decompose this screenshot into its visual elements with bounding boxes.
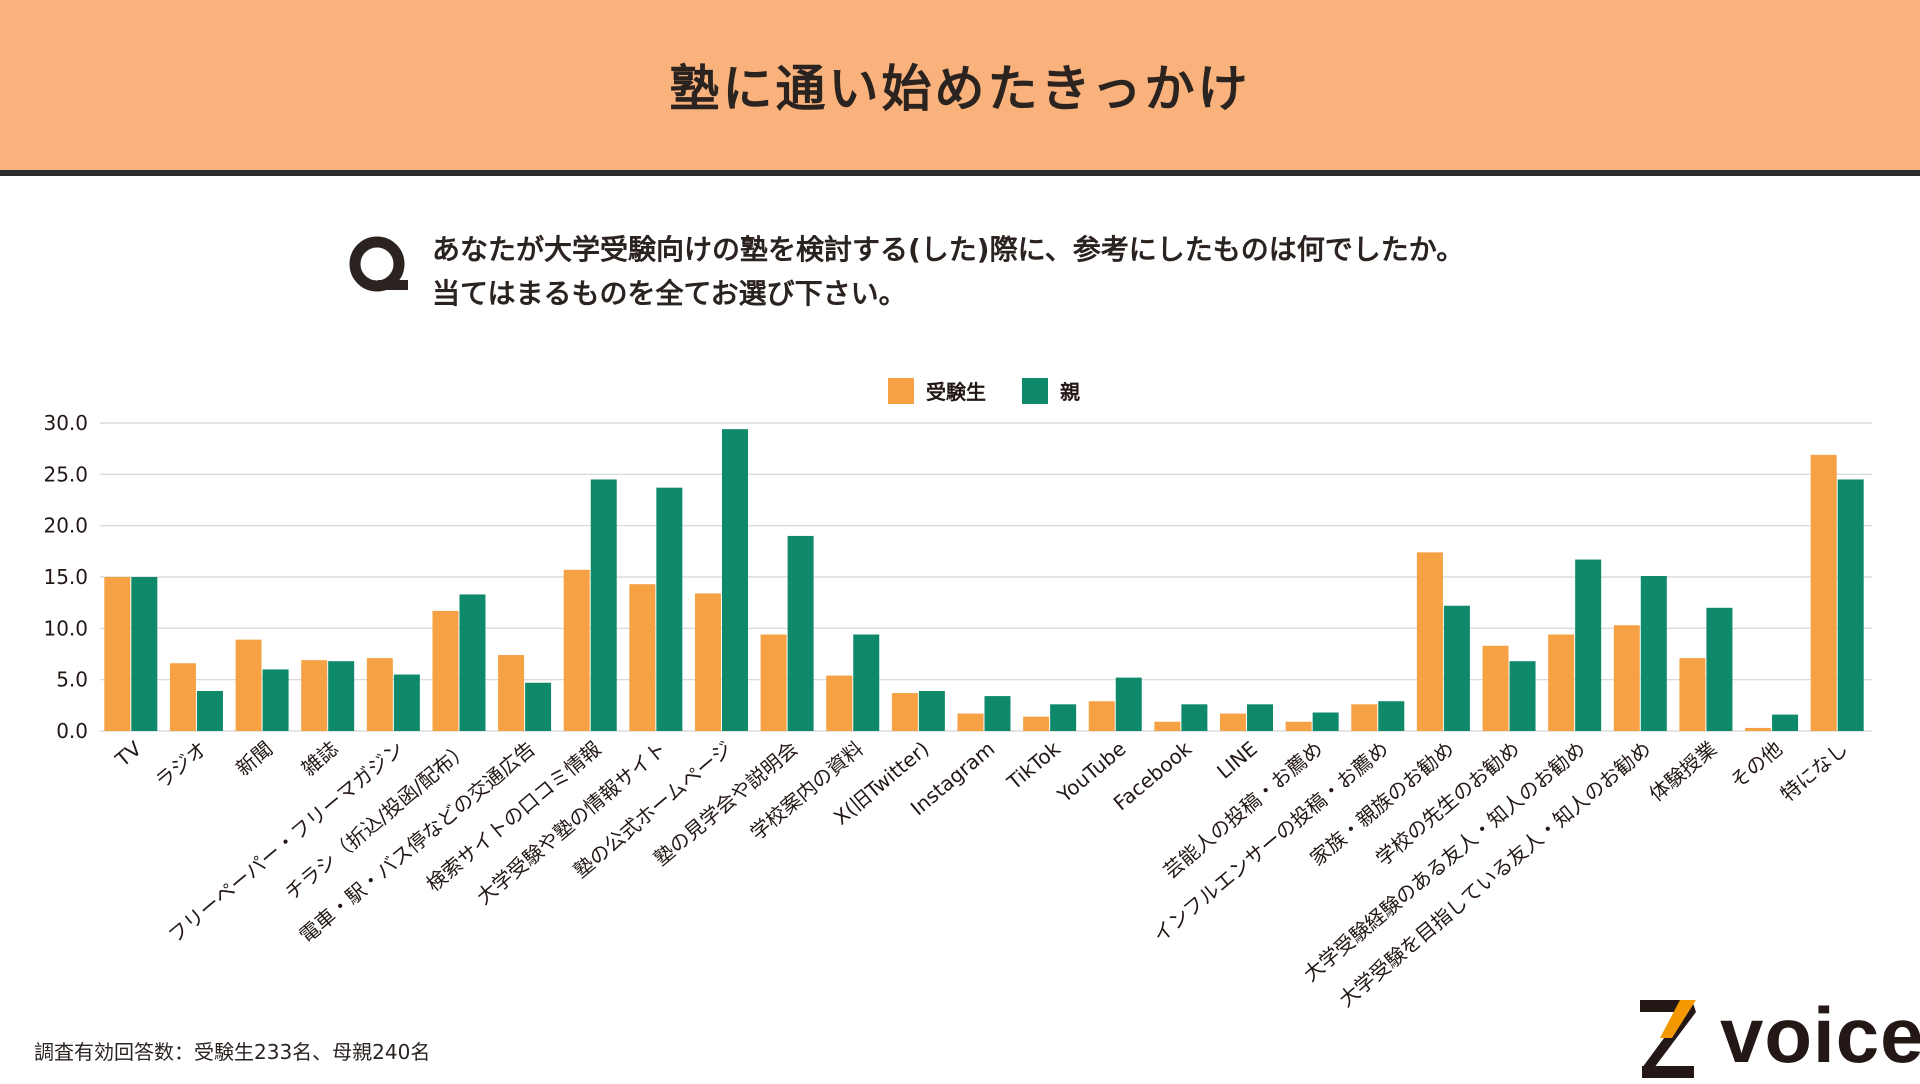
logo-text: voice <box>1720 991 1920 1079</box>
legend-swatch-parent <box>1022 378 1048 404</box>
bar-parent <box>262 669 289 731</box>
bar-student <box>826 675 853 731</box>
bar-student <box>1548 634 1575 731</box>
bar-parent <box>1837 479 1864 731</box>
bar-student <box>104 577 131 731</box>
y-tick-label: 15.0 <box>43 565 88 589</box>
bar-parent <box>1509 661 1536 731</box>
bar-parent <box>131 577 158 731</box>
bar-parent <box>525 682 552 731</box>
bar-student <box>1482 645 1509 731</box>
bar-parent <box>984 696 1011 731</box>
y-tick-label: 30.0 <box>43 411 88 435</box>
question-text: あなたが大学受験向けの塾を検討する(した)際に、参考にしたものは何でしたか。 当… <box>432 228 1464 316</box>
legend-label-parent: 親 <box>1060 380 1080 404</box>
x-tick-label: その他 <box>1725 736 1786 793</box>
bar-student <box>498 655 525 731</box>
bar-parent <box>196 690 223 731</box>
bar-parent <box>1378 701 1405 731</box>
bar-parent <box>656 487 683 731</box>
bar-parent <box>918 690 945 731</box>
bar-student <box>891 693 918 731</box>
bar-parent <box>1247 704 1274 731</box>
voice-logo: voice <box>1636 991 1920 1080</box>
bar-parent <box>721 429 748 731</box>
y-tick-label: 20.0 <box>43 514 88 538</box>
bar-student <box>1285 721 1312 731</box>
bar-parent <box>1050 704 1077 731</box>
question-line-2: 当てはまるものを全てお選び下さい。 <box>432 277 907 310</box>
x-tick-label: 特になし <box>1776 736 1853 806</box>
bar-student <box>301 660 328 731</box>
bar-parent <box>1312 712 1339 731</box>
x-tick-label: 雑誌 <box>297 736 343 780</box>
bar-parent <box>1181 704 1208 731</box>
bar-student <box>760 634 787 731</box>
bar-parent <box>459 594 486 731</box>
header-banner: 塾に通い始めたきっかけ <box>0 0 1920 176</box>
bar-parent <box>1443 605 1470 731</box>
x-tick-label: 体験授業 <box>1644 736 1721 806</box>
bar-student <box>432 610 459 731</box>
bar-parent <box>787 535 814 731</box>
bar-student <box>169 663 196 731</box>
bar-student <box>1416 552 1443 731</box>
bar-parent <box>1575 559 1602 731</box>
bar-parent <box>1115 677 1142 731</box>
y-tick-label: 10.0 <box>43 616 88 640</box>
x-tick-label: 学校案内の資料 <box>745 736 868 844</box>
bar-student <box>1745 727 1772 731</box>
bar-parent <box>1640 575 1667 731</box>
bar-student <box>1679 658 1706 731</box>
bar-student <box>629 584 656 731</box>
x-tick-label: 新聞 <box>231 736 277 780</box>
bar-parent <box>590 479 617 731</box>
question-line-1: あなたが大学受験向けの塾を検討する(した)際に、参考にしたものは何でしたか。 <box>432 233 1465 266</box>
y-tick-label: 5.0 <box>56 668 88 692</box>
q-mark-icon <box>348 236 410 298</box>
bar-student <box>1220 713 1247 731</box>
question-block: あなたが大学受験向けの塾を検討する(した)際に、参考にしたものは何でしたか。 当… <box>348 228 1648 316</box>
bar-student <box>366 658 393 731</box>
bar-student <box>563 569 590 731</box>
x-tick-label: ラジオ <box>151 736 212 793</box>
x-tick-label: 電車・駅・バス停などの交通広告 <box>295 736 540 947</box>
bar-student <box>1351 704 1378 731</box>
bar-parent <box>853 634 880 731</box>
bar-student <box>1023 716 1050 731</box>
bar-student <box>1088 701 1115 731</box>
bar-parent <box>393 674 420 731</box>
y-tick-label: 25.0 <box>43 462 88 486</box>
bar-student <box>1154 721 1181 731</box>
bar-parent <box>328 661 355 731</box>
footnote: 調査有効回答数：受験生233名、母親240名 <box>34 1040 431 1064</box>
legend-label-student: 受験生 <box>926 380 986 404</box>
bar-parent <box>1706 607 1733 731</box>
bar-chart: 0.0 5.0 10.0 15.0 20.0 25.0 30.0 TV ラジオ 新聞 雑誌フリーペー… <box>43 378 1872 1012</box>
bar-student <box>235 639 262 731</box>
y-tick-label: 0.0 <box>56 719 88 743</box>
bar-student <box>1613 625 1640 731</box>
bar-student <box>1810 454 1837 731</box>
x-tick-label: フリーペーパー・フリーマガジン <box>163 736 408 947</box>
bar-parent <box>1772 714 1799 731</box>
bar-student <box>957 713 984 731</box>
x-tick-label: TV <box>110 736 146 772</box>
page-title: 塾に通い始めたきっかけ <box>669 60 1251 118</box>
x-tick-label: LINE <box>1212 736 1262 783</box>
logo-z-icon <box>1640 1000 1696 1078</box>
bar-student <box>694 593 721 731</box>
legend-swatch-student <box>888 378 914 404</box>
